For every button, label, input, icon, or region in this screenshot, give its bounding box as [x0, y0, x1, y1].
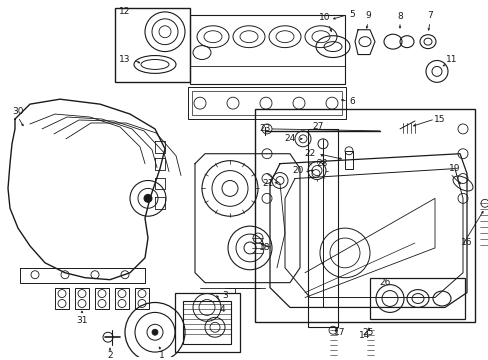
Text: 23: 23: [259, 125, 270, 134]
Bar: [254, 109, 474, 322]
Ellipse shape: [152, 329, 158, 335]
Text: 22: 22: [304, 149, 315, 158]
Bar: [135, 288, 149, 310]
Bar: [307, 129, 337, 327]
Text: 28: 28: [316, 159, 327, 168]
Text: 27: 27: [312, 122, 323, 131]
Text: 5: 5: [348, 10, 354, 19]
Bar: [183, 301, 230, 344]
Text: 31: 31: [76, 316, 87, 325]
Text: 20: 20: [292, 166, 303, 175]
Text: 15: 15: [433, 114, 445, 123]
Bar: [192, 91, 341, 115]
Bar: [75, 288, 89, 310]
Bar: [175, 293, 240, 352]
Text: 1: 1: [159, 351, 164, 360]
Text: 21: 21: [262, 179, 273, 188]
Text: 7: 7: [426, 12, 432, 21]
Text: 9: 9: [365, 12, 370, 21]
Bar: [190, 15, 345, 84]
Text: 26: 26: [379, 278, 390, 287]
Text: 30: 30: [12, 107, 24, 116]
Bar: [115, 288, 129, 310]
Text: 8: 8: [396, 12, 402, 21]
Text: 2: 2: [107, 351, 113, 360]
Bar: [369, 278, 464, 319]
Text: 19: 19: [448, 164, 460, 173]
Text: 10: 10: [319, 13, 330, 22]
Text: 18: 18: [259, 243, 270, 252]
Bar: [95, 288, 109, 310]
Text: 17: 17: [334, 328, 345, 337]
Text: 24: 24: [284, 134, 295, 143]
Text: 13: 13: [119, 55, 130, 64]
Text: 25: 25: [362, 328, 373, 337]
Text: 3: 3: [222, 291, 227, 300]
Text: 14: 14: [359, 331, 370, 340]
Bar: [187, 87, 346, 119]
Text: 16: 16: [460, 238, 472, 247]
Text: 11: 11: [446, 55, 457, 64]
Bar: [55, 288, 69, 310]
Ellipse shape: [143, 194, 152, 202]
Text: 6: 6: [348, 97, 354, 106]
Bar: [115, 8, 190, 82]
Bar: [345, 151, 352, 168]
Text: 4: 4: [219, 305, 224, 314]
Text: 12: 12: [119, 8, 130, 17]
